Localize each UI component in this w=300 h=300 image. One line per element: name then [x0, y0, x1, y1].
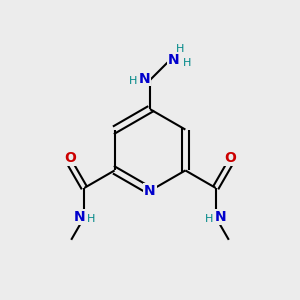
Text: N: N	[215, 210, 227, 224]
Text: H: H	[205, 214, 213, 224]
Text: N: N	[168, 53, 180, 67]
Text: N: N	[73, 210, 85, 224]
Text: N: N	[144, 184, 156, 198]
Text: O: O	[64, 151, 76, 165]
Text: N: N	[138, 71, 150, 85]
Text: H: H	[87, 214, 95, 224]
Text: O: O	[224, 151, 236, 165]
Text: H: H	[176, 44, 184, 54]
Text: H: H	[182, 58, 191, 68]
Text: H: H	[129, 76, 137, 86]
